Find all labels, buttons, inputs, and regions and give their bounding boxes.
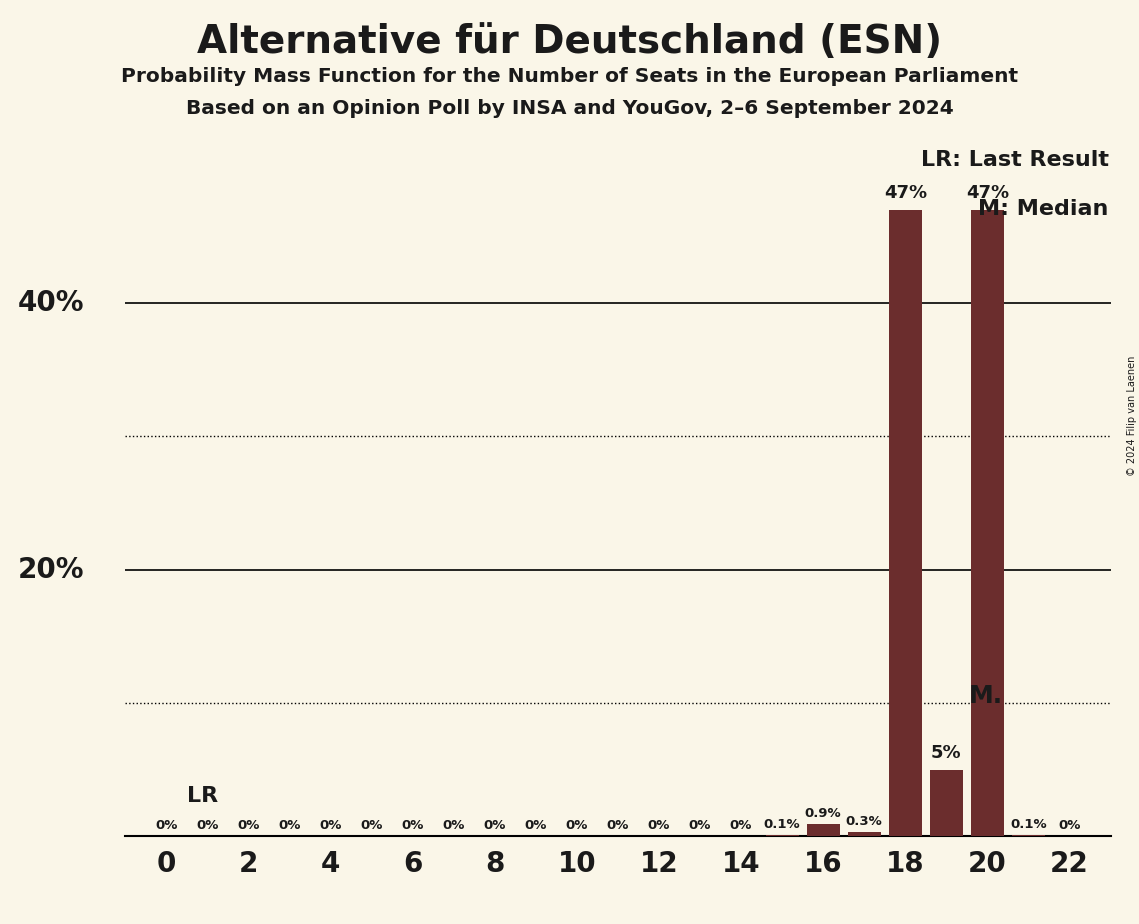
Text: M: Median: M: Median [978,199,1108,219]
Bar [888,210,921,836]
Text: 0%: 0% [566,820,588,833]
Text: 0.3%: 0.3% [846,815,883,828]
Text: 0%: 0% [525,820,547,833]
Text: 0%: 0% [484,820,506,833]
Text: 0%: 0% [730,820,752,833]
Bar [806,824,839,836]
Text: 0%: 0% [278,820,301,833]
Text: 0%: 0% [401,820,424,833]
Text: Based on an Opinion Poll by INSA and YouGov, 2–6 September 2024: Based on an Opinion Poll by INSA and You… [186,99,953,118]
Bar [929,770,962,836]
Text: 47%: 47% [884,184,927,201]
Text: Probability Mass Function for the Number of Seats in the European Parliament: Probability Mass Function for the Number… [121,67,1018,86]
Text: 0%: 0% [607,820,629,833]
Text: © 2024 Filip van Laenen: © 2024 Filip van Laenen [1126,356,1137,476]
Text: 0.1%: 0.1% [1010,818,1047,831]
Text: 0%: 0% [689,820,711,833]
Bar [970,210,1003,836]
Text: Alternative für Deutschland (ESN): Alternative für Deutschland (ESN) [197,23,942,61]
Text: LR: Last Result: LR: Last Result [920,150,1108,170]
Text: 0%: 0% [1058,820,1081,833]
Bar [765,835,798,836]
Text: M.: M. [969,685,1003,709]
Text: 0%: 0% [360,820,383,833]
Text: 0%: 0% [155,820,178,833]
Text: 0%: 0% [196,820,219,833]
Text: 20%: 20% [18,555,84,584]
Bar [1011,835,1044,836]
Text: 47%: 47% [966,184,1009,201]
Text: 0.1%: 0.1% [764,818,801,831]
Text: 0%: 0% [319,820,342,833]
Text: LR: LR [187,786,218,807]
Text: 0.9%: 0.9% [805,808,842,821]
Bar [847,833,880,836]
Text: 0%: 0% [648,820,670,833]
Text: 0%: 0% [237,820,260,833]
Text: 5%: 5% [931,744,961,761]
Text: 0%: 0% [443,820,465,833]
Text: 40%: 40% [18,289,84,317]
